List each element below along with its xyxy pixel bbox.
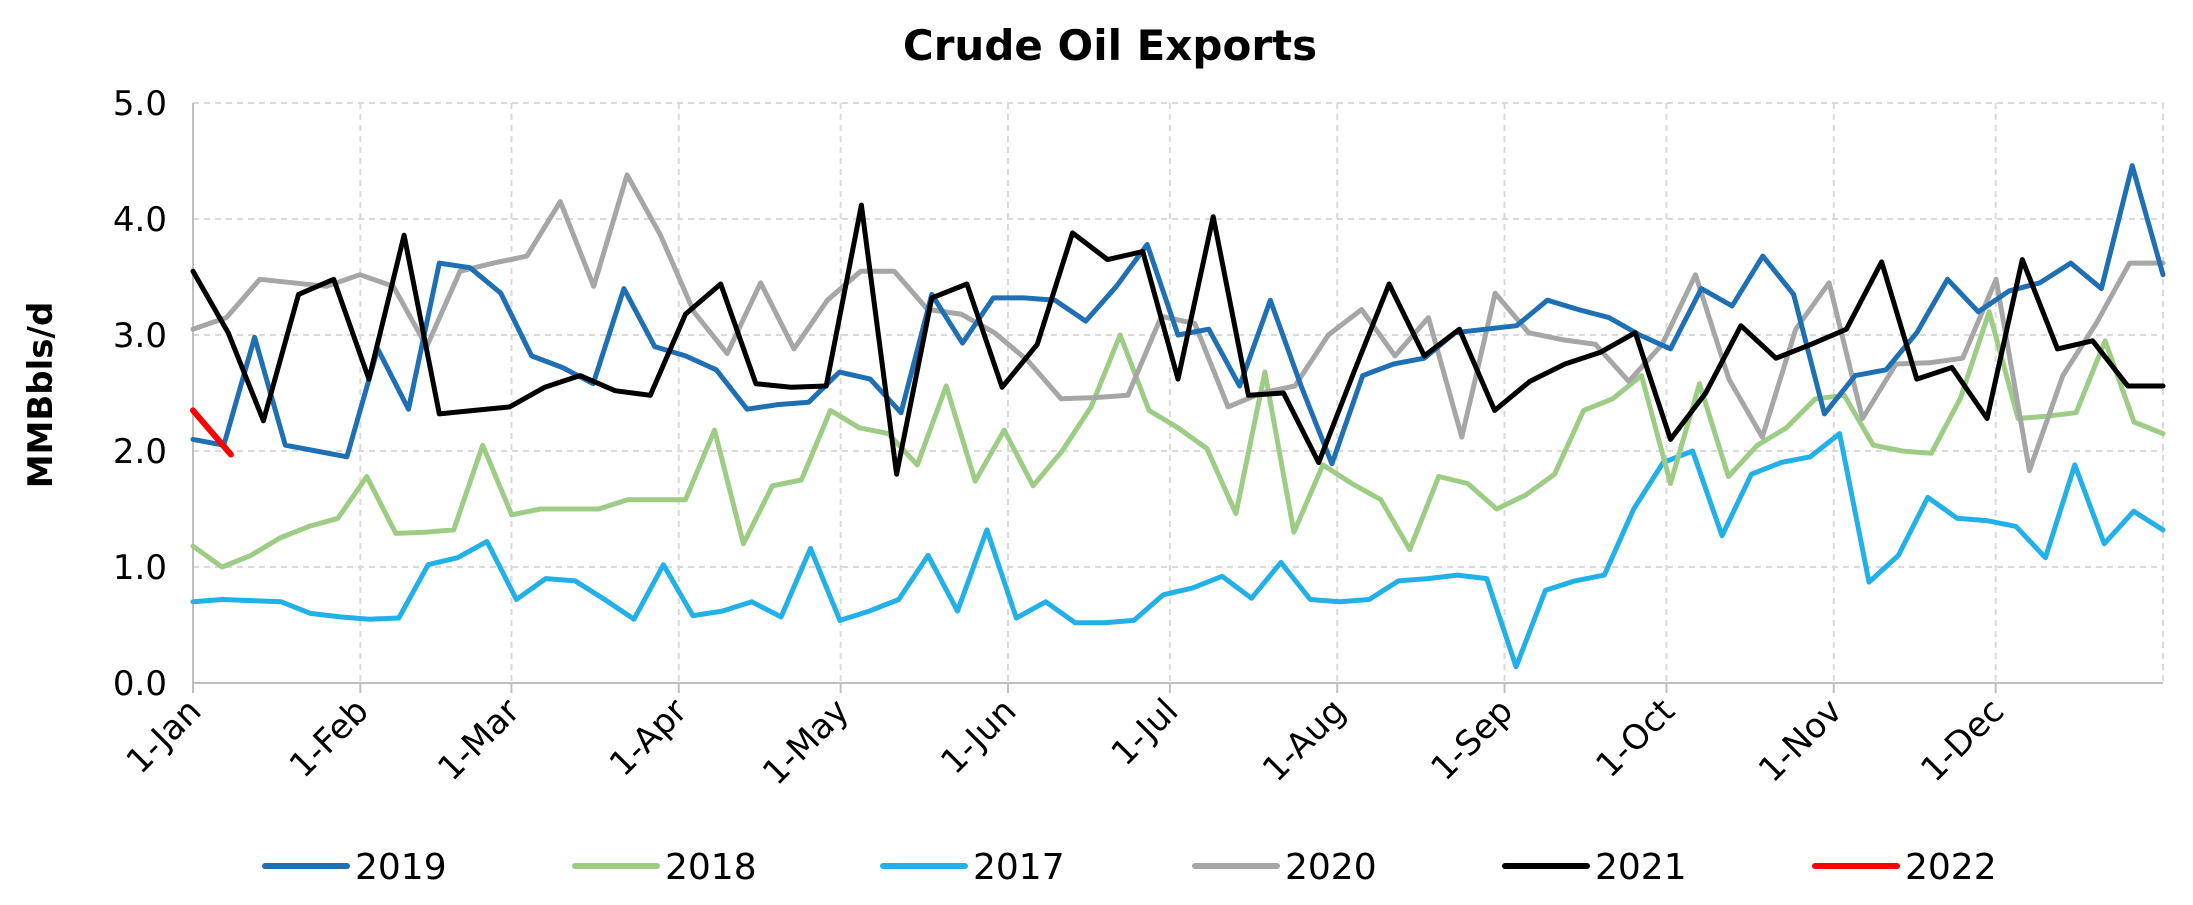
x-tick-label: 1-Jan: [119, 691, 210, 782]
y-tick-label: 3.0: [113, 316, 167, 356]
y-tick-label: 2.0: [113, 432, 167, 472]
axes: [192, 103, 2163, 693]
y-tick-label: 4.0: [113, 200, 167, 240]
x-tick-label: 1-Sep: [1423, 691, 1521, 789]
series-lines: [190, 163, 2166, 670]
legend-label-2022: 2022: [1905, 847, 1997, 888]
x-tick-labels: 1-Jan 1-Feb 1-Mar 1-Apr 1-May 1-Jun 1-Jul 1-Aug…: [119, 691, 2012, 793]
x-tick-label: 1-Apr: [602, 691, 695, 784]
series-line-2019: [190, 163, 2166, 467]
x-tick-label: 1-May: [755, 691, 857, 793]
x-tick-label: 1-Nov: [1751, 691, 1850, 790]
series-line-2022: [190, 407, 234, 458]
x-tick-label: 1-Feb: [282, 691, 377, 786]
x-tick-label: 1-Mar: [430, 691, 528, 789]
y-tick-label: 1.0: [113, 548, 167, 588]
x-tick-label: 1-Jul: [1104, 691, 1187, 774]
series-line-2018: [190, 309, 2166, 570]
y-tick-label: 5.0: [113, 84, 167, 124]
x-tick-label: 1-Oct: [1588, 691, 1682, 785]
chart-title: Crude Oil Exports: [903, 21, 1317, 70]
x-tick-label: 1-Aug: [1255, 691, 1354, 790]
series-line-2020: [190, 172, 2166, 474]
y-axis-label: MMBbls/d: [21, 302, 61, 489]
series-line-2017: [190, 431, 2166, 670]
y-tick-label: 0.0: [113, 664, 167, 704]
legend-label-2017: 2017: [973, 847, 1065, 888]
legend-label-2018: 2018: [665, 847, 757, 888]
grid-lines: [193, 102, 2164, 683]
x-tick-label: 1-Dec: [1913, 691, 2012, 790]
legend-label-2021: 2021: [1595, 847, 1687, 888]
x-tick-label: 1-Jun: [933, 691, 1024, 782]
legend-label-2020: 2020: [1285, 847, 1377, 888]
series-line-2021: [190, 202, 2166, 477]
legend-label-2019: 2019: [355, 847, 447, 888]
legend: 2019 2018 2017 2020 2021 2022: [262, 847, 1997, 888]
y-tick-labels: 0.0 1.0 2.0 3.0 4.0 5.0: [113, 84, 167, 704]
